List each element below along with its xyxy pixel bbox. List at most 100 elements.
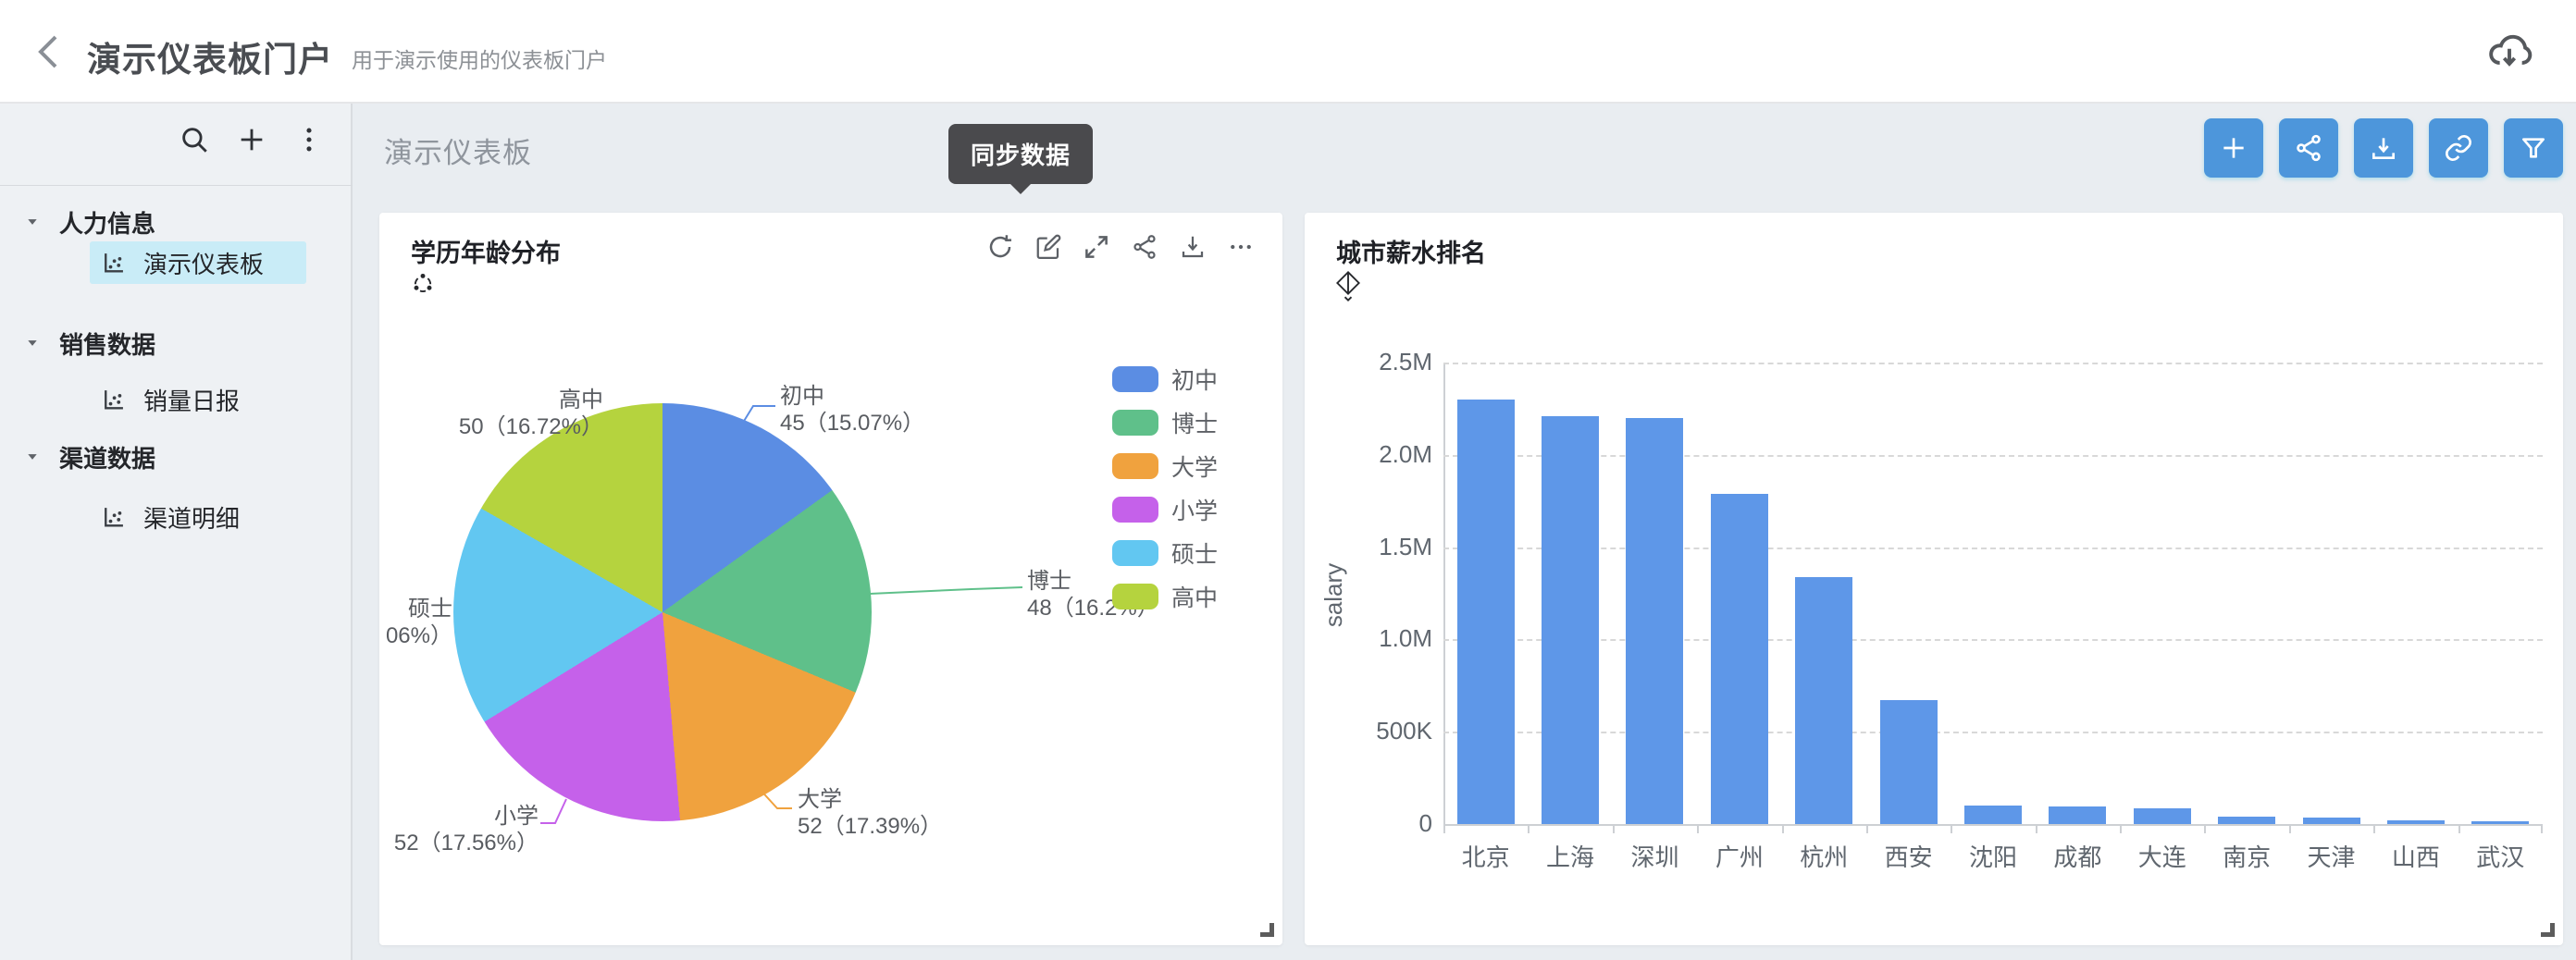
- x-axis-tick: [1781, 826, 1784, 833]
- legend-item[interactable]: 硕士: [1112, 531, 1218, 574]
- x-axis-tick: [2035, 826, 2037, 833]
- cloud-download-button[interactable]: [2485, 28, 2533, 76]
- tree-item-sales-daily[interactable]: 销量日报: [90, 378, 306, 421]
- drill-icon: [1335, 270, 1361, 302]
- refresh-icon[interactable]: [986, 233, 1014, 261]
- x-axis-tick: [2458, 826, 2460, 833]
- edit-icon[interactable]: [1034, 233, 1062, 261]
- legend-swatch: [1112, 452, 1158, 479]
- y-tick-label: 0: [1418, 809, 1432, 837]
- tree-item-label: 演示仪表板: [143, 250, 265, 278]
- sync-tooltip-text: 同步数据: [971, 142, 1071, 169]
- y-axis-title: salary: [1319, 562, 1348, 627]
- download-icon[interactable]: [1179, 233, 1207, 261]
- share-icon: [2297, 134, 2321, 162]
- tree-group-channel[interactable]: 渠道数据: [0, 436, 351, 478]
- tree-item-channel-detail[interactable]: 渠道明细: [90, 496, 306, 538]
- x-axis-tick: [2541, 826, 2543, 833]
- bar[interactable]: [1710, 494, 1768, 824]
- legend-item[interactable]: 博士: [1112, 400, 1218, 444]
- bar[interactable]: [1456, 400, 1515, 824]
- bar[interactable]: [2471, 821, 2530, 824]
- pie-legend: 初中博士 大学小学硕士高中: [1112, 357, 1218, 618]
- x-axis-tick: [2120, 826, 2123, 833]
- portal-title: 演示仪表板门户: [87, 41, 333, 79]
- legend-swatch: [1112, 496, 1158, 523]
- tree-group-hr[interactable]: 人力信息: [0, 201, 351, 243]
- bar[interactable]: [2049, 806, 2107, 824]
- gridline: [1443, 454, 2543, 457]
- search-icon[interactable]: [179, 124, 210, 155]
- legend-label: 初中: [1171, 367, 1219, 394]
- bar[interactable]: [1879, 700, 1938, 824]
- expand-icon[interactable]: [1083, 233, 1110, 261]
- x-axis-tick: [2288, 826, 2291, 833]
- share-button[interactable]: [2279, 118, 2338, 178]
- resize-grip[interactable]: [1260, 923, 1274, 937]
- x-category-label: 广州: [1715, 843, 1764, 871]
- x-axis-tick: [1865, 826, 1868, 833]
- back-button[interactable]: [28, 30, 72, 74]
- x-axis-tick: [1443, 826, 1445, 833]
- legend-label: 硕士: [1171, 541, 1219, 568]
- legend-item[interactable]: 小学: [1112, 487, 1218, 531]
- pie-label: 初中 45（15.07%）: [780, 384, 925, 436]
- bar[interactable]: [2386, 820, 2445, 824]
- pie-label: 小学 52（17.56%）: [393, 804, 539, 855]
- x-category-label: 山西: [2391, 843, 2440, 871]
- legend-swatch: [1112, 583, 1158, 609]
- more-icon[interactable]: [1227, 233, 1255, 261]
- y-tick-label: 500K: [1376, 717, 1432, 745]
- card-title: 学历年龄分布: [411, 240, 561, 267]
- bar[interactable]: [2218, 817, 2276, 824]
- plus-icon: [2223, 138, 2244, 158]
- y-tick-label: 2.5M: [1379, 348, 1432, 375]
- resize-grip[interactable]: [2541, 923, 2555, 937]
- add-view-button[interactable]: [2204, 118, 2263, 178]
- x-axis-tick: [1528, 826, 1530, 833]
- bar[interactable]: [1964, 806, 2022, 824]
- back-icon: [38, 35, 57, 68]
- card-city-salary: 城市薪水排名 salary 2.5M 2.0M 1.5M 1.0M 500K 0 北京 上海…: [1305, 213, 2563, 945]
- bar[interactable]: [1542, 416, 1600, 824]
- chart-icon: [101, 250, 127, 276]
- filter-button[interactable]: [2504, 118, 2563, 178]
- y-tick-label: 1.0M: [1379, 624, 1432, 653]
- x-category-label: 天津: [2307, 843, 2356, 871]
- x-category-label: 深圳: [1630, 843, 1679, 871]
- legend-swatch: [1112, 539, 1158, 566]
- kebab-icon[interactable]: [293, 124, 325, 155]
- linkage-icon: [410, 270, 436, 300]
- y-tick-label: 1.5M: [1379, 532, 1432, 560]
- x-category-label: 杭州: [1800, 843, 1849, 871]
- tooltip-arrow: [1009, 183, 1032, 194]
- y-axis-line: [1443, 363, 1445, 824]
- bar[interactable]: [2133, 808, 2191, 824]
- legend-item[interactable]: 高中: [1112, 574, 1218, 618]
- top-header: 演示仪表板门户 用于演示使用的仪表板门户: [0, 0, 2576, 104]
- pie-chart[interactable]: [453, 403, 872, 821]
- legend-item[interactable]: 初中: [1112, 357, 1218, 400]
- tree-item-label: 销量日报: [143, 387, 241, 415]
- sidebar: 人力信息 演示仪表板 销售数据 销量日报 渠道数据 渠道明细: [0, 104, 353, 960]
- bar[interactable]: [1795, 577, 1853, 824]
- tree-group-sales[interactable]: 销售数据: [0, 322, 351, 364]
- card-title: 城市薪水排名: [1336, 240, 1486, 267]
- download-button[interactable]: [2354, 118, 2413, 178]
- pie-label: 高中 50（16.72%）: [458, 388, 603, 439]
- bar[interactable]: [2302, 818, 2360, 824]
- pie-label: 大学 52（17.39%）: [798, 787, 943, 839]
- legend-label: 小学: [1171, 498, 1219, 524]
- x-axis-tick: [1697, 826, 1700, 833]
- legend-swatch: [1112, 365, 1158, 392]
- tree-group-label: 渠道数据: [59, 444, 156, 473]
- bar[interactable]: [1626, 418, 1684, 824]
- tree-item-demo-dashboard[interactable]: 演示仪表板: [90, 241, 306, 284]
- legend-item[interactable]: 大学: [1112, 444, 1218, 487]
- plus-icon[interactable]: [236, 124, 267, 155]
- link-button[interactable]: [2429, 118, 2488, 178]
- gridline: [1443, 732, 2543, 734]
- link-icon: [2446, 135, 2471, 161]
- share-icon[interactable]: [1131, 233, 1158, 261]
- tree-group-label: 销售数据: [59, 330, 156, 359]
